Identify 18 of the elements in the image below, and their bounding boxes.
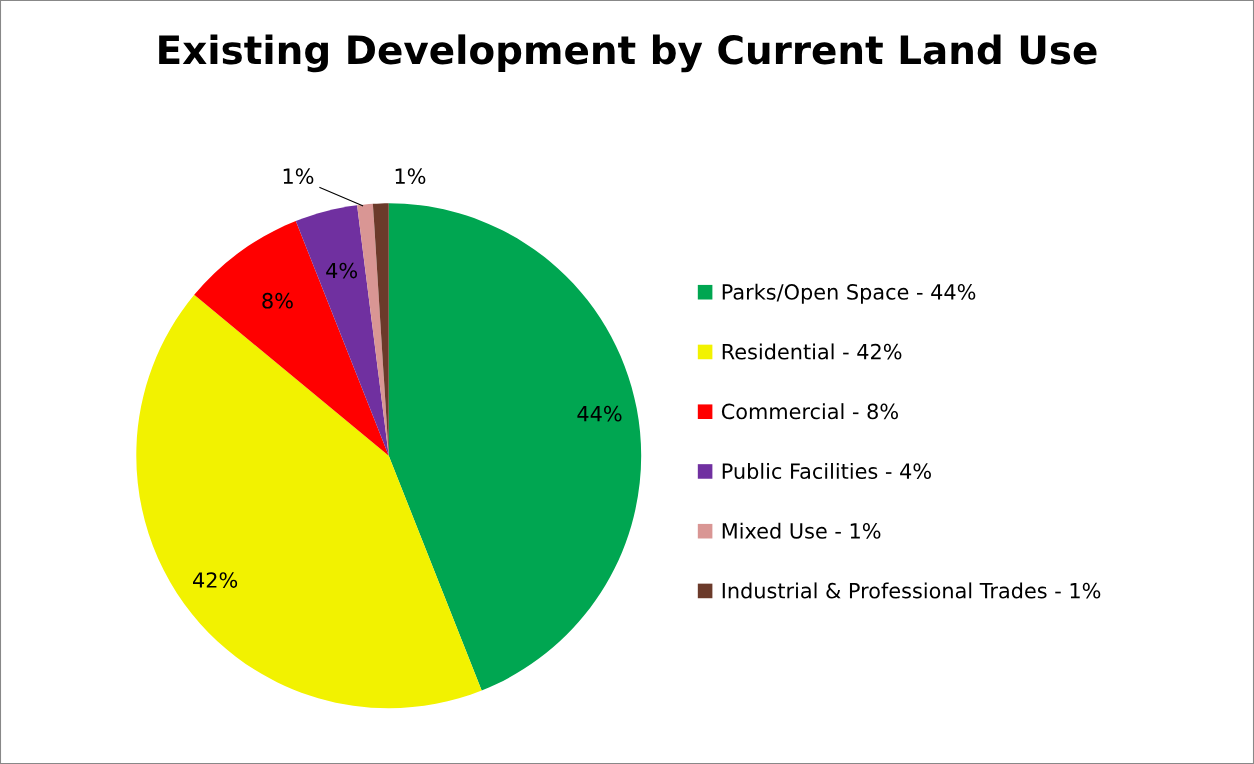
data-label: 44% [577, 405, 622, 422]
data-label: 4% [326, 262, 358, 279]
legend-label: Parks/Open Space - 44% [722, 283, 976, 304]
pie-slice [194, 221, 389, 456]
data-label: 42% [193, 572, 238, 588]
legend-label: Public Facilities - 4% [722, 462, 931, 480]
data-label: 8% [262, 292, 293, 309]
legend-label: Mixed Use - 1% [722, 522, 881, 539]
data-label: 1% [395, 168, 426, 185]
chart-title: Existing Development by Current Land Use [159, 34, 1097, 73]
pie-slice [357, 203, 389, 456]
legend-label: Industrial & Professional Trades - 1% [722, 582, 1101, 599]
legend-label: Commercial - 8% [721, 403, 898, 420]
pie-slice [388, 203, 642, 691]
data-label: 1% [283, 168, 314, 185]
legend-label: Residential - 42% [722, 343, 902, 360]
pie-slice [295, 205, 389, 456]
pie-slice [136, 294, 482, 709]
